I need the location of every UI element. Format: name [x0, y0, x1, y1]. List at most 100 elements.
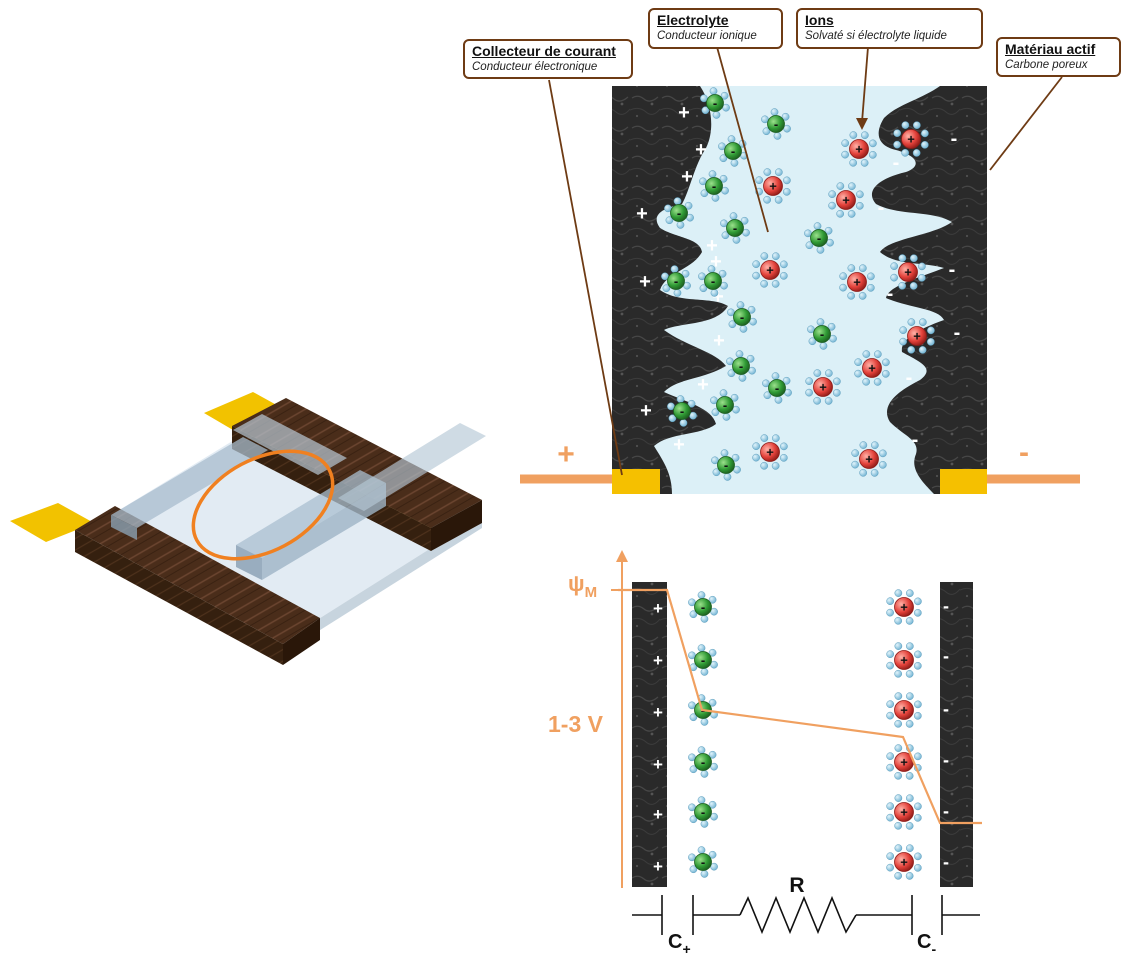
solvent-molecule [905, 822, 914, 830]
solvent-molecule [673, 289, 682, 297]
solvent-molecule [709, 87, 718, 95]
cation-solvated: + [851, 441, 887, 477]
plus-charge: + [710, 251, 722, 273]
solvent-molecule [770, 108, 779, 116]
solvent-molecule [697, 846, 706, 854]
right-current-collector [940, 469, 987, 494]
solvent-molecule [886, 752, 895, 761]
solvent-molecule [905, 617, 914, 625]
solvent-molecule [738, 374, 747, 382]
solvent-molecule [886, 597, 895, 606]
anion-core [673, 402, 691, 420]
capacitor-right-label: C- [917, 931, 936, 957]
plus-charge: + [653, 805, 663, 824]
cation-core [894, 650, 914, 670]
solvent-molecule [886, 711, 894, 720]
anion-core [813, 325, 831, 343]
psi-m-label: ψM [568, 571, 597, 601]
cation-solvated: + [886, 794, 922, 830]
cation-core [894, 852, 914, 872]
anion-solvated: - [688, 796, 718, 828]
anion-core [768, 379, 786, 397]
ion-charge-sign: - [740, 310, 744, 325]
solvent-molecule [913, 711, 922, 720]
solvent-molecule [832, 388, 841, 397]
ion-charge-sign: - [724, 458, 728, 473]
solvent-molecule [841, 139, 850, 148]
anion-core [733, 308, 751, 326]
ion-charge-sign: + [868, 361, 876, 376]
ion-charge-sign: + [855, 142, 863, 157]
solvent-molecule [854, 358, 863, 367]
solvent-molecule [917, 273, 926, 282]
plus-charge: + [678, 102, 690, 124]
solvent-molecule [689, 765, 698, 774]
solvent-molecule [890, 273, 898, 282]
cation-solvated: + [886, 692, 922, 728]
solvent-molecule [894, 642, 903, 650]
ion-charge-sign: + [766, 263, 774, 278]
solvent-molecule [914, 852, 922, 861]
ion-charge-sign: - [774, 117, 778, 132]
minus-charge: - [943, 646, 949, 666]
solvent-molecule [841, 150, 849, 159]
ion-charge-sign: - [701, 805, 705, 820]
cation-solvated: + [886, 642, 922, 678]
ion-charge-sign: - [711, 274, 715, 289]
solvent-molecule [912, 121, 921, 130]
solvent-molecule [819, 342, 828, 350]
resistor-label: R [789, 874, 804, 897]
solvent-molecule [912, 149, 921, 157]
solvent-molecule [760, 461, 769, 470]
solvent-molecule [859, 441, 868, 449]
voltage-label: 1-3 V [548, 711, 604, 737]
ion-charge-sign: + [900, 600, 908, 615]
solvent-molecule [882, 358, 890, 367]
cation-core [836, 190, 856, 210]
solvent-molecule [752, 442, 761, 451]
solvent-molecule [886, 608, 894, 617]
solvent-molecule [905, 844, 914, 853]
solvent-molecule [708, 750, 717, 759]
solvent-molecule [886, 802, 895, 811]
solvent-molecule [699, 284, 708, 293]
callout-title: Ions [805, 12, 834, 28]
anion-solvated: - [688, 591, 718, 623]
solvent-molecule [894, 744, 903, 752]
cation-solvated: + [886, 744, 922, 780]
solvent-molecule [828, 201, 836, 210]
ion-charge-sign: - [677, 206, 681, 221]
solvent-molecule [894, 692, 903, 700]
solvent-molecule [689, 815, 698, 824]
ion-charge-sign: - [820, 327, 824, 342]
solvent-molecule [914, 752, 922, 761]
solvent-molecule [730, 393, 739, 402]
solvent-molecule [752, 271, 760, 280]
solvent-molecule [673, 197, 682, 205]
cation-core [849, 139, 869, 159]
solvent-molecule [847, 291, 856, 300]
cation-solvated: + [886, 844, 922, 880]
solvent-molecule [927, 326, 935, 335]
cation-solvated: + [839, 264, 875, 300]
solvent-molecule [813, 222, 822, 230]
cation-solvated: + [805, 369, 841, 405]
solvent-molecule [710, 289, 719, 297]
adsorbed-ions: - - - - - - + + + + + + [688, 589, 922, 880]
anion-core [732, 357, 750, 375]
callout-leader-lines [548, 46, 1063, 476]
solvent-molecule [886, 852, 895, 861]
solvent-molecule [707, 265, 716, 273]
minus-charge: - [887, 283, 894, 305]
minus-charge: - [943, 852, 949, 872]
solvent-molecule [854, 369, 862, 378]
anion-core [667, 272, 685, 290]
plus-charge: + [653, 755, 663, 774]
solvent-molecule [697, 746, 706, 754]
solvent-molecule [866, 283, 875, 292]
callout-subtitle: Solvaté si électrolyte liquide [805, 30, 947, 42]
solvent-molecule [805, 388, 813, 397]
callout-current-collector: Collecteur de courant Conducteur électro… [463, 39, 633, 79]
solvent-molecule [697, 796, 706, 804]
